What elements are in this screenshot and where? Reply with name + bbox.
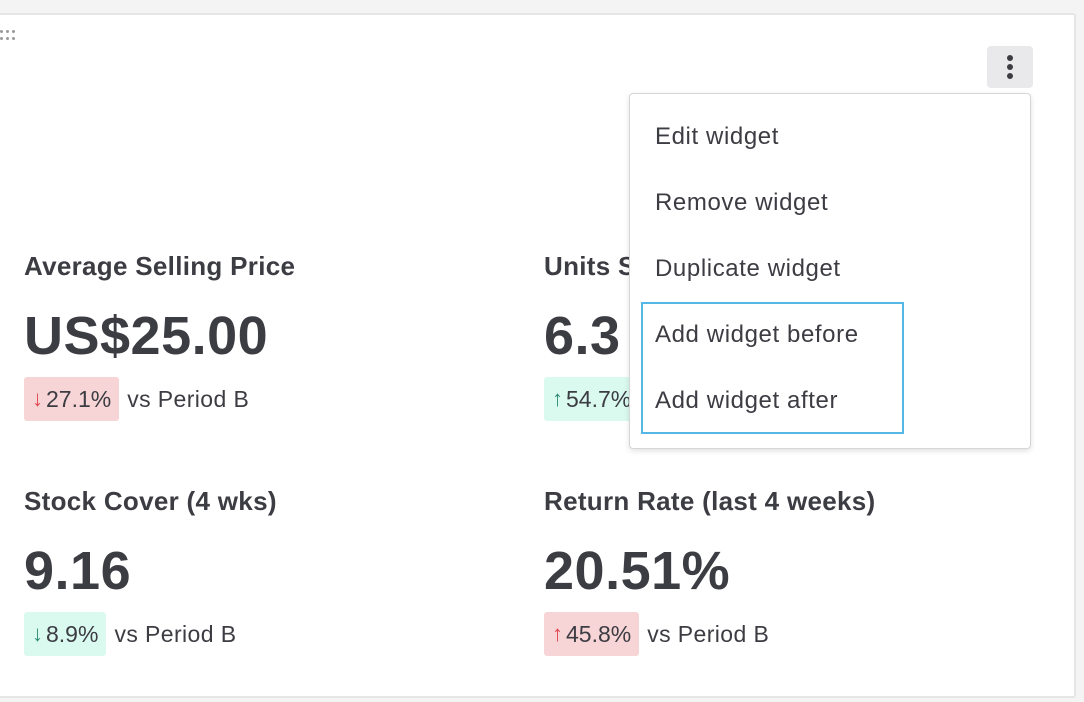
delta-badge: ↑ 45.8% bbox=[544, 612, 640, 656]
metric-value-return-rate: 20.51% bbox=[544, 541, 731, 601]
metric-title-average-selling-price: Average Selling Price bbox=[24, 251, 296, 281]
metric-value-units: 6.3 bbox=[544, 306, 621, 366]
metric-title-units: Units S bbox=[544, 251, 636, 281]
drag-handle-icon[interactable] bbox=[0, 30, 20, 44]
comparison-label: vs Period B bbox=[114, 620, 237, 647]
delta-badge: ↓ 27.1% bbox=[24, 377, 120, 421]
arrow-down-icon: ↓ bbox=[32, 386, 43, 411]
metric-value-stock-cover: 9.16 bbox=[24, 541, 132, 601]
more-vertical-icon bbox=[1007, 55, 1013, 61]
delta-value: 8.9% bbox=[46, 620, 99, 647]
menu-item-remove-widget[interactable]: Remove widget bbox=[655, 189, 829, 216]
metric-delta-stock-cover: ↓ 8.9% vs Period B bbox=[24, 612, 236, 656]
metric-delta-units: ↑ 54.7% bbox=[544, 377, 640, 421]
metric-delta-return-rate: ↑ 45.8% vs Period B bbox=[544, 612, 769, 656]
delta-badge: ↑ 54.7% bbox=[544, 377, 640, 421]
arrow-up-icon: ↑ bbox=[552, 621, 563, 646]
widget-options-menu: Edit widget Remove widget Duplicate widg… bbox=[629, 93, 1031, 449]
delta-value: 54.7% bbox=[566, 385, 632, 412]
metric-title-return-rate: Return Rate (last 4 weeks) bbox=[544, 486, 876, 516]
menu-item-edit-widget[interactable]: Edit widget bbox=[655, 123, 779, 150]
arrow-up-icon: ↑ bbox=[552, 386, 563, 411]
metric-delta-average-selling-price: ↓ 27.1% vs Period B bbox=[24, 377, 249, 421]
metric-title-stock-cover: Stock Cover (4 wks) bbox=[24, 486, 277, 516]
comparison-label: vs Period B bbox=[647, 620, 770, 647]
more-options-button[interactable] bbox=[987, 46, 1033, 88]
arrow-down-icon: ↓ bbox=[32, 621, 43, 646]
menu-item-add-widget-after[interactable]: Add widget after bbox=[655, 387, 839, 414]
delta-badge: ↓ 8.9% bbox=[24, 612, 107, 656]
menu-item-add-widget-before[interactable]: Add widget before bbox=[655, 321, 859, 348]
delta-value: 27.1% bbox=[46, 385, 112, 412]
delta-value: 45.8% bbox=[566, 620, 632, 647]
menu-item-duplicate-widget[interactable]: Duplicate widget bbox=[655, 255, 841, 282]
comparison-label: vs Period B bbox=[127, 385, 250, 412]
metric-value-average-selling-price: US$25.00 bbox=[24, 306, 269, 366]
